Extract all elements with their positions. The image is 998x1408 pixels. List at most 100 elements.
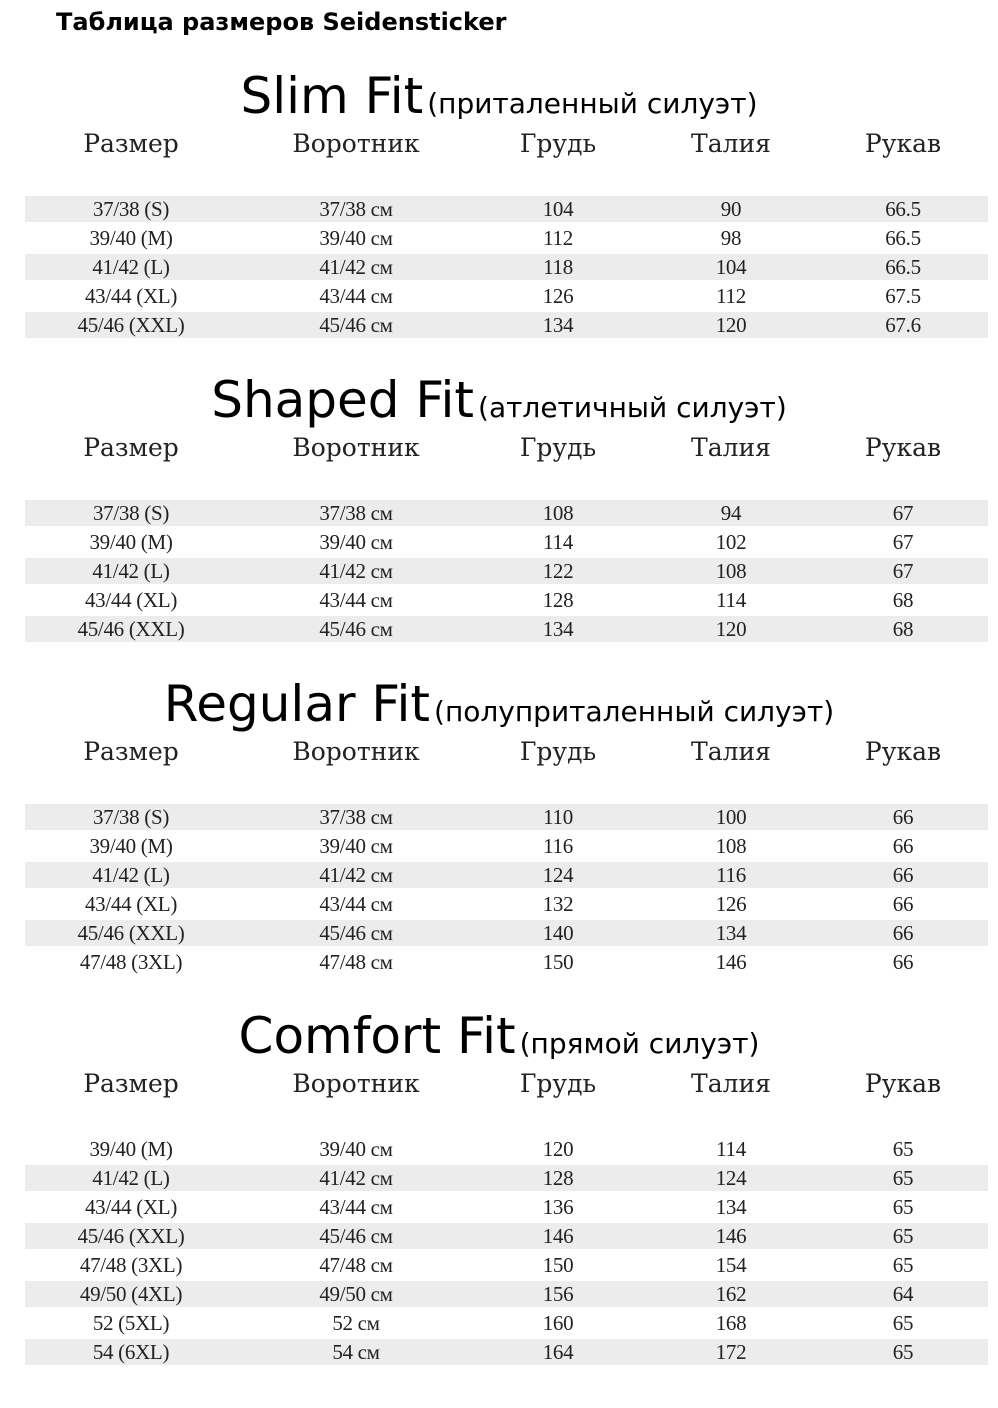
cell-waist: 102 <box>715 530 747 554</box>
cell-waist: 126 <box>715 892 747 916</box>
cell-collar: 43/44 см <box>319 892 393 916</box>
column-header-collar: Воротник <box>292 737 420 766</box>
table-row: 45/46 (XXL) 45/46 см 134 120 67.6 <box>25 312 988 338</box>
cell-collar: 41/42 см <box>319 255 393 279</box>
cell-collar: 54 см <box>332 1340 380 1364</box>
cell-size: 37/38 (S) <box>92 197 170 221</box>
cell-collar: 41/42 см <box>319 559 393 583</box>
section-title: Slim Fit (приталенный силуэт) <box>0 67 998 127</box>
cell-chest: 114 <box>543 530 573 554</box>
cell-chest: 156 <box>542 1282 574 1306</box>
column-header-sleeve: Рукав <box>864 433 942 462</box>
cell-waist: 90 <box>720 197 742 221</box>
cell-size: 54 (6XL) <box>92 1340 170 1364</box>
cell-sleeve: 65 <box>892 1166 914 1190</box>
cell-sleeve: 65 <box>892 1311 914 1335</box>
cell-collar: 41/42 см <box>319 863 393 887</box>
cell-collar: 41/42 см <box>319 1166 393 1190</box>
cell-waist: 146 <box>715 1224 747 1248</box>
cell-collar: 47/48 см <box>319 1253 393 1277</box>
cell-collar: 39/40 см <box>319 834 393 858</box>
cell-waist: 112 <box>716 284 746 308</box>
table-row: 43/44 (XL) 43/44 см 132 126 66 <box>25 891 988 917</box>
column-header-chest: Грудь <box>519 1069 597 1098</box>
column-header-size: Размер <box>83 433 179 462</box>
cell-size: 39/40 (M) <box>89 1137 173 1161</box>
cell-size: 43/44 (XL) <box>84 1195 178 1219</box>
fit-subtitle: (приталенный силуэт) <box>427 87 758 120</box>
fit-name: Regular Fit <box>163 675 431 733</box>
column-header-collar: Воротник <box>292 1069 420 1098</box>
cell-waist: 146 <box>715 950 747 974</box>
table-row: 41/42 (L) 41/42 см 124 116 66 <box>25 862 988 888</box>
cell-chest: 150 <box>542 950 574 974</box>
cell-chest: 150 <box>542 1253 574 1277</box>
cell-size: 45/46 (XXL) <box>77 617 185 641</box>
fit-subtitle: (прямой силуэт) <box>519 1027 760 1060</box>
cell-sleeve: 67 <box>892 530 914 554</box>
cell-sleeve: 65 <box>892 1224 914 1248</box>
table-header: Размер Воротник Грудь Талия Рукав <box>0 1069 998 1101</box>
column-header-chest: Грудь <box>519 129 597 158</box>
cell-size: 41/42 (L) <box>92 559 170 583</box>
document-title: Таблица размеров Seidensticker <box>56 8 507 36</box>
table-row: 49/50 (4XL) 49/50 см 156 162 64 <box>25 1281 988 1307</box>
cell-size: 52 (5XL) <box>92 1311 170 1335</box>
cell-collar: 37/38 см <box>319 805 393 829</box>
cell-chest: 110 <box>543 805 573 829</box>
fit-subtitle: (атлетичный силуэт) <box>478 391 787 424</box>
cell-sleeve: 67 <box>892 501 914 525</box>
cell-sleeve: 67.5 <box>885 284 921 308</box>
cell-sleeve: 66.5 <box>885 197 921 221</box>
fit-subtitle: (полуприталенный силуэт) <box>434 695 835 728</box>
cell-size: 41/42 (L) <box>92 255 170 279</box>
cell-sleeve: 67 <box>892 559 914 583</box>
column-header-size: Размер <box>83 1069 179 1098</box>
column-header-collar: Воротник <box>292 129 420 158</box>
cell-sleeve: 64 <box>892 1282 914 1306</box>
column-header-collar: Воротник <box>292 433 420 462</box>
table-row: 47/48 (3XL) 47/48 см 150 146 66 <box>25 949 988 975</box>
cell-chest: 134 <box>542 617 574 641</box>
cell-size: 39/40 (M) <box>89 834 173 858</box>
table-row: 37/38 (S) 37/38 см 108 94 67 <box>25 500 988 526</box>
fit-name: Comfort Fit <box>238 1007 516 1065</box>
cell-waist: 108 <box>715 834 747 858</box>
column-header-waist: Талия <box>691 129 771 158</box>
cell-sleeve: 66 <box>892 950 914 974</box>
cell-chest: 124 <box>542 863 574 887</box>
column-header-size: Размер <box>83 129 179 158</box>
cell-size: 41/42 (L) <box>92 863 170 887</box>
cell-chest: 164 <box>542 1340 574 1364</box>
column-header-chest: Грудь <box>519 737 597 766</box>
cell-chest: 112 <box>543 226 573 250</box>
cell-waist: 100 <box>715 805 747 829</box>
cell-sleeve: 66.5 <box>885 255 921 279</box>
cell-waist: 104 <box>715 255 747 279</box>
cell-size: 47/48 (3XL) <box>79 950 183 974</box>
cell-chest: 108 <box>542 501 574 525</box>
cell-waist: 124 <box>715 1166 747 1190</box>
cell-sleeve: 66 <box>892 921 914 945</box>
cell-chest: 128 <box>542 588 574 612</box>
cell-chest: 134 <box>542 313 574 337</box>
cell-chest: 120 <box>542 1137 574 1161</box>
cell-chest: 136 <box>542 1195 574 1219</box>
cell-collar: 45/46 см <box>319 313 393 337</box>
cell-size: 49/50 (4XL) <box>79 1282 183 1306</box>
cell-sleeve: 65 <box>892 1137 914 1161</box>
cell-collar: 37/38 см <box>319 501 393 525</box>
column-header-waist: Талия <box>691 737 771 766</box>
cell-size: 41/42 (L) <box>92 1166 170 1190</box>
cell-size: 43/44 (XL) <box>84 892 178 916</box>
cell-size: 45/46 (XXL) <box>77 921 185 945</box>
table-row: 45/46 (XXL) 45/46 см 134 120 68 <box>25 616 988 642</box>
cell-chest: 116 <box>543 834 573 858</box>
cell-waist: 94 <box>720 501 742 525</box>
cell-collar: 45/46 см <box>319 1224 393 1248</box>
column-header-size: Размер <box>83 737 179 766</box>
cell-size: 43/44 (XL) <box>84 284 178 308</box>
cell-waist: 108 <box>715 559 747 583</box>
cell-sleeve: 67.6 <box>885 313 921 337</box>
cell-waist: 134 <box>715 1195 747 1219</box>
